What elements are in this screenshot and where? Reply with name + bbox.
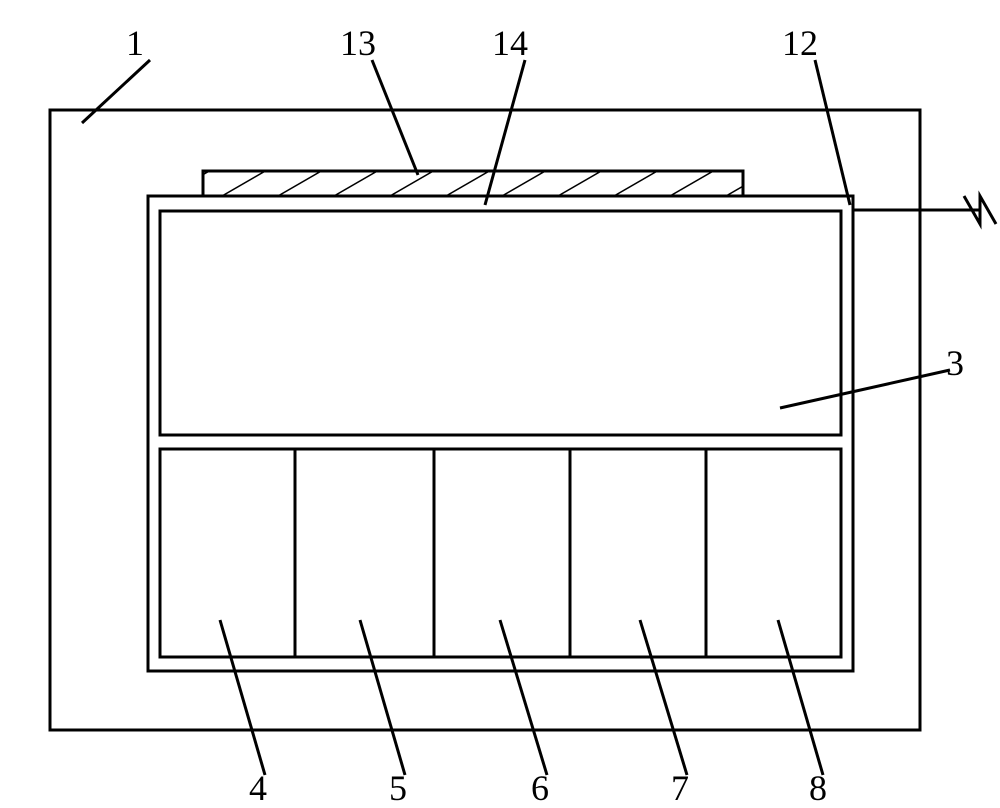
label-13: 13 [340,23,376,63]
label-12: 12 [782,23,818,63]
upper-panel [160,211,841,435]
leader-3 [780,370,950,408]
leader-4 [220,620,265,775]
leader-6 [500,620,547,775]
label-4: 4 [249,768,267,808]
leader-1 [82,60,150,123]
hatched-bar [203,171,743,196]
leader-8 [778,620,823,775]
leader-7 [640,620,687,775]
label-14: 14 [492,23,528,63]
leader-12 [815,60,850,205]
leader-13 [372,60,418,175]
label-8: 8 [809,768,827,808]
label-6: 6 [531,768,549,808]
label-7: 7 [671,768,689,808]
leader-5 [360,620,405,775]
label-3: 3 [946,343,964,383]
label-1: 1 [126,23,144,63]
label-5: 5 [389,768,407,808]
